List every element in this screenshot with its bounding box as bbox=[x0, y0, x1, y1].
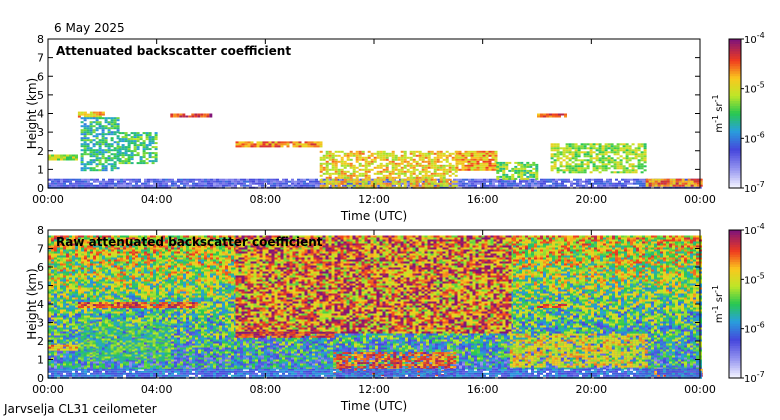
colorbar-tick-label: 10-6 bbox=[744, 321, 765, 336]
y-tick-label: 8 bbox=[37, 224, 44, 237]
colorbar-bottom: 10-4 10-5 10-6 10-7 m-1 sr-1 bbox=[711, 222, 765, 385]
feature-layer bbox=[456, 151, 498, 171]
x-tick-label: 16:00 bbox=[467, 193, 499, 206]
x-tick-label: 00:00 bbox=[32, 193, 64, 206]
feature-noise-high bbox=[236, 236, 512, 334]
x-axis-label: Time (UTC) bbox=[340, 209, 407, 223]
instrument-label: Jarvselja CL31 ceilometer bbox=[3, 402, 157, 416]
feature-layer bbox=[48, 155, 78, 161]
colorbar-top: 10-4 10-5 10-6 10-7 m-1 sr-1 bbox=[711, 31, 765, 195]
colorbar-tick-label: 10-7 bbox=[744, 370, 765, 385]
feature-layer bbox=[78, 302, 198, 308]
feature-layer bbox=[646, 179, 703, 187]
x-tick-label: 00:00 bbox=[684, 383, 716, 396]
x-tick-label: 12:00 bbox=[358, 383, 390, 396]
colorbar-tick-label: 10-4 bbox=[744, 222, 765, 237]
panel-title: Raw attenuated backscatter coefficient bbox=[56, 235, 323, 249]
date-label: 6 May 2025 bbox=[54, 21, 125, 35]
panel-title: Attenuated backscatter coefficient bbox=[56, 44, 291, 58]
x-tick-label: 00:00 bbox=[684, 193, 716, 206]
panel-raw-attenuated-backscatter: Raw attenuated backscatter coefficient01… bbox=[25, 224, 716, 413]
y-axis-label: Height (km) bbox=[25, 78, 39, 149]
y-axis-label: Height (km) bbox=[25, 268, 39, 339]
colorbar-tick-label: 10-7 bbox=[744, 180, 765, 195]
x-tick-label: 00:00 bbox=[32, 383, 64, 396]
y-tick-label: 1 bbox=[37, 163, 44, 176]
colorbar-unit: m-1 sr-1 bbox=[711, 285, 725, 323]
x-tick-label: 04:00 bbox=[141, 193, 173, 206]
y-tick-label: 7 bbox=[37, 243, 44, 256]
x-tick-label: 20:00 bbox=[575, 383, 607, 396]
x-tick-label: 20:00 bbox=[575, 193, 607, 206]
x-tick-label: 16:00 bbox=[467, 383, 499, 396]
y-tick-label: 8 bbox=[37, 33, 44, 46]
feature-layer bbox=[236, 332, 335, 338]
colorbar-tick-label: 10-5 bbox=[744, 271, 765, 286]
x-tick-label: 08:00 bbox=[249, 193, 281, 206]
x-axis-label: Time (UTC) bbox=[340, 399, 407, 413]
feature-cloud bbox=[496, 162, 538, 180]
panel-attenuated-backscatter: Attenuated backscatter coefficient012345… bbox=[25, 33, 716, 223]
x-tick-label: 04:00 bbox=[141, 383, 173, 396]
y-tick-label: 1 bbox=[37, 354, 44, 367]
backscatter-field bbox=[48, 236, 703, 379]
feature-layer bbox=[48, 345, 78, 351]
x-tick-label: 08:00 bbox=[249, 383, 281, 396]
colorbar-unit: m-1 sr-1 bbox=[711, 94, 725, 132]
x-tick-label: 12:00 bbox=[358, 193, 390, 206]
colorbar-tick-label: 10-4 bbox=[744, 31, 765, 46]
feature-layer bbox=[537, 304, 567, 308]
y-tick-label: 7 bbox=[37, 52, 44, 65]
feature-layer bbox=[170, 114, 212, 118]
feature-layer bbox=[236, 141, 323, 147]
colorbar-tick-label: 10-6 bbox=[744, 130, 765, 145]
colorbar-tick-label: 10-5 bbox=[744, 81, 765, 96]
feature-cloud bbox=[320, 151, 458, 189]
